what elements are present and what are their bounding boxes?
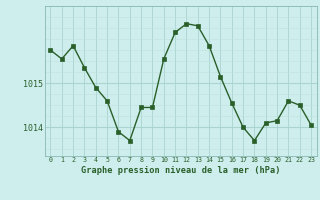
- X-axis label: Graphe pression niveau de la mer (hPa): Graphe pression niveau de la mer (hPa): [81, 166, 281, 175]
